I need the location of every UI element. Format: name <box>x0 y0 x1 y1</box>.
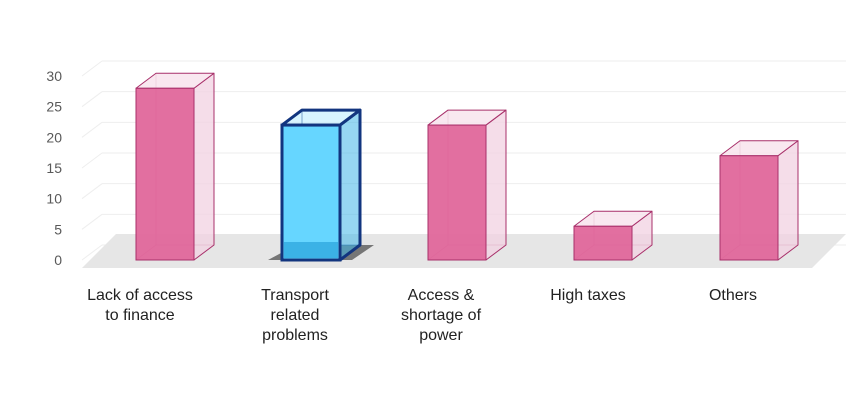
y-tick-label: 15 <box>46 160 62 176</box>
bar <box>573 210 653 261</box>
y-tick-label: 10 <box>46 191 62 207</box>
bar-front-face <box>280 123 342 262</box>
category-labels: Lack of access to finance Transport related… <box>87 287 757 344</box>
y-tick-label: 25 <box>46 99 62 115</box>
bar-front-face <box>573 225 633 261</box>
bar <box>427 109 507 261</box>
bar-side-face <box>338 108 362 262</box>
bar-side-face <box>485 109 507 261</box>
bar-front-face <box>427 124 487 261</box>
y-tick-label: 20 <box>46 129 62 145</box>
category-label: High taxes <box>550 287 626 304</box>
y-axis-ticks: 0 5 10 15 20 25 30 <box>46 68 62 268</box>
y-tick-label: 30 <box>46 68 62 84</box>
category-label: Access & shortage of power <box>401 287 482 344</box>
bars <box>135 72 799 262</box>
bar <box>719 140 799 261</box>
bar-side-face <box>777 140 799 261</box>
y-tick-label: 0 <box>54 252 62 268</box>
category-label: Transport related problems <box>261 287 329 344</box>
bar <box>268 108 374 262</box>
y-tick-label: 5 <box>54 221 62 237</box>
gridline-side <box>81 91 103 108</box>
gridline-side <box>81 244 103 261</box>
gridline-side <box>81 213 103 230</box>
category-label: Lack of access to finance <box>87 287 193 324</box>
gridline-side <box>81 60 103 77</box>
category-label: Others <box>709 287 757 304</box>
bar-front-face <box>719 155 779 261</box>
gridline-side <box>81 152 103 169</box>
bar-front-face <box>135 87 195 261</box>
bar-side-face <box>193 72 215 261</box>
bar <box>135 72 215 261</box>
bar-base-tint <box>284 242 338 258</box>
gridline-side <box>81 121 103 138</box>
gridline-side <box>81 183 103 200</box>
